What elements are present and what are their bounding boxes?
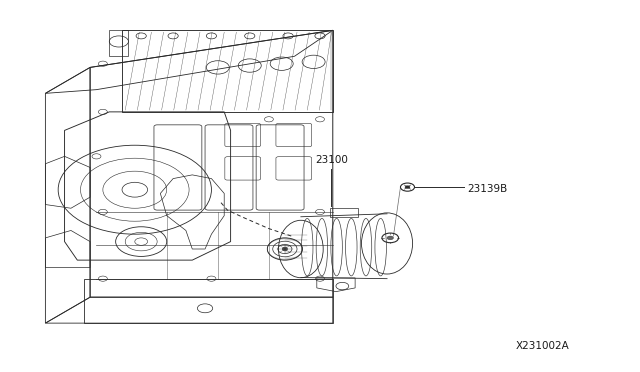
Text: 23139B: 23139B (467, 184, 507, 194)
Text: X231002A: X231002A (515, 341, 569, 351)
Circle shape (387, 236, 394, 240)
Circle shape (405, 186, 410, 189)
Ellipse shape (282, 247, 287, 251)
Text: 23100: 23100 (316, 155, 348, 165)
